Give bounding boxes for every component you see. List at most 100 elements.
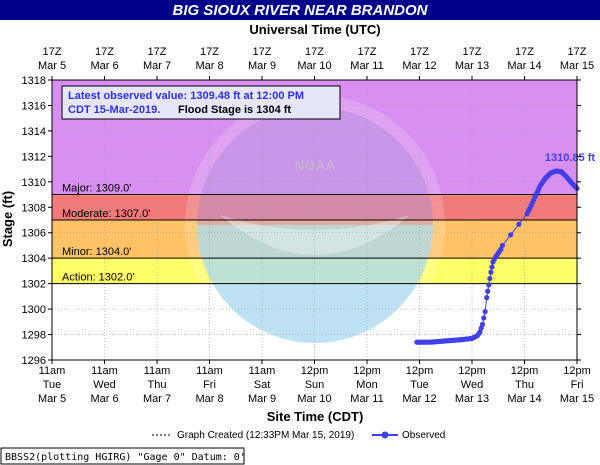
y-tick-label: 1310 [22,177,46,189]
top-tick-label-date: Mar 8 [195,60,223,72]
peak-label: 1310.85 ft [545,152,595,164]
y-tick-label: 1312 [22,151,46,163]
top-tick-label-date: Mar 10 [297,60,331,72]
bottom-tick-label-time: 12pm [353,365,381,377]
threshold-label-moderate: Moderate: 1307.0' [62,208,150,220]
observed-series: 1310.85 ft [414,152,595,345]
y-tick-label: 1298 [22,330,46,342]
top-tick-label-time: 17Z [253,46,272,58]
observed-point [499,242,506,249]
bottom-tick-label-day: Tue [43,379,62,391]
top-tick-label-date: Mar 6 [90,60,118,72]
bottom-tick-label-time: 11am [144,365,171,377]
top-tick-labels: 17Z Mar 5 17Z Mar 6 17Z Mar 7 17Z Mar 8 17Z Mar 9… [38,46,594,80]
watermark-sky [197,107,433,225]
observed-point [484,295,490,301]
observed-point [488,269,494,275]
observed-point [487,275,493,282]
y-tick-label: 1308 [22,202,46,214]
observed-point [508,232,514,238]
bottom-tick-label-time: 12pm [563,365,591,377]
bottom-tick-label-time: 11am [91,365,118,377]
y-tick-label: 1316 [22,100,46,112]
bottom-tick-label-time: 11am [39,365,66,377]
bottom-tick-label-time: 12pm [301,365,329,377]
top-axis-title: Universal Time (UTC) [249,22,380,37]
bottom-tick-label-day: Thu [148,379,167,391]
top-tick-label-date: Mar 13 [455,60,489,72]
bottom-tick-label-date: Mar 11 [350,393,383,405]
bottom-tick-label-date: Mar 7 [143,393,171,405]
watermark-logo-text: NOAA [294,157,335,173]
legend-observed: Observed [402,430,445,441]
bottom-tick-labels: 11am Tue Mar 5 11am Wed Mar 6 11am Thu Mar 7 11am… [38,360,594,405]
top-tick-label-date: Mar 7 [143,60,171,72]
observed-point [481,315,487,321]
top-tick-label-time: 17Z [148,46,167,58]
top-tick-label-time: 17Z [463,46,482,58]
top-tick-label-date: Mar 14 [507,60,541,72]
bottom-tick-label-date: Mar 12 [402,393,436,405]
bottom-tick-label-time: 11am [249,365,276,377]
y-tick-label: 1314 [22,126,46,138]
bottom-tick-label-day: Tue [410,379,429,391]
observed-point [486,282,492,288]
top-tick-label-time: 17Z [200,46,219,58]
observed-point [489,264,495,270]
y-tick-label: 1306 [22,228,46,240]
bottom-tick-label-day: Sun [305,379,325,391]
bottom-tick-label-date: Mar 9 [248,393,276,405]
y-tick-label: 1296 [22,355,46,367]
y-tick-label: 1302 [22,279,46,291]
annotation-line1: Latest observed value: 1309.48 ft at 12:… [68,90,304,102]
threshold-label-major: Major: 1309.0' [62,183,131,195]
bottom-tick-label-day: Wed [93,379,115,391]
bottom-tick-label-time: 12pm [458,365,486,377]
y-tick-label: 1300 [22,304,46,316]
bottom-tick-label-date: Mar 13 [455,393,489,405]
y-tick-label: 1318 [22,75,46,87]
observed-point [516,221,522,227]
noaa-watermark: NOAA [185,95,445,355]
annotation-flood-stage: Flood Stage is 1304 ft [178,104,291,116]
x-axis-title: Site Time (CDT) [267,409,364,424]
footer-datum: BBSS2(plotting HGIRG) "Gage 0" Datum: 0' [5,452,246,463]
bottom-tick-label-date: Mar 6 [90,393,118,405]
top-tick-label-date: Mar 15 [560,60,594,72]
y-tick-label: 1304 [22,253,46,265]
legend-observed-marker [381,431,389,439]
top-tick-label-time: 17Z [43,46,62,58]
top-tick-label-time: 17Z [568,46,587,58]
top-tick-label-date: Mar 11 [350,60,383,72]
bottom-tick-label-day: Thu [515,379,534,391]
observed-point [482,309,488,315]
bottom-tick-label-time: 12pm [511,365,539,377]
bottom-tick-label-time: 11am [196,365,223,377]
top-tick-label-date: Mar 5 [38,60,66,72]
bottom-tick-label-day: Mon [356,379,377,391]
observed-point [479,321,486,327]
y-tick-labels: 1296 1298 1300 1302 1304 1306 1308 1310 1312 1314… [22,75,581,367]
bottom-tick-label-day: Fri [203,379,216,391]
annotation-line2: CDT 15-Mar-2019. [68,104,160,116]
footer-box [0,447,245,465]
bottom-tick-label-day: Wed [461,379,483,391]
top-tick-label-time: 17Z [305,46,324,58]
bottom-tick-label-date: Mar 8 [195,393,223,405]
watermark-gull [220,215,410,255]
threshold-label-action: Action: 1302.0' [62,272,134,284]
top-tick-label-date: Mar 12 [402,60,436,72]
title-bar [0,0,600,20]
observed-point [485,288,491,294]
threshold-label-minor: Minor: 1304.0' [62,246,131,258]
top-tick-label-time: 17Z [95,46,114,58]
bottom-tick-label-day: Sat [254,379,271,391]
top-tick-label-time: 17Z [358,46,377,58]
bottom-tick-label-date: Mar 14 [507,393,541,405]
bottom-tick-label-time: 12pm [406,365,434,377]
annotation-box [61,85,341,120]
top-tick-label-date: Mar 9 [248,60,276,72]
top-tick-label-time: 17Z [515,46,534,58]
legend-graph-created: Graph Created (12:33PM Mar 15, 2019) [177,430,354,441]
